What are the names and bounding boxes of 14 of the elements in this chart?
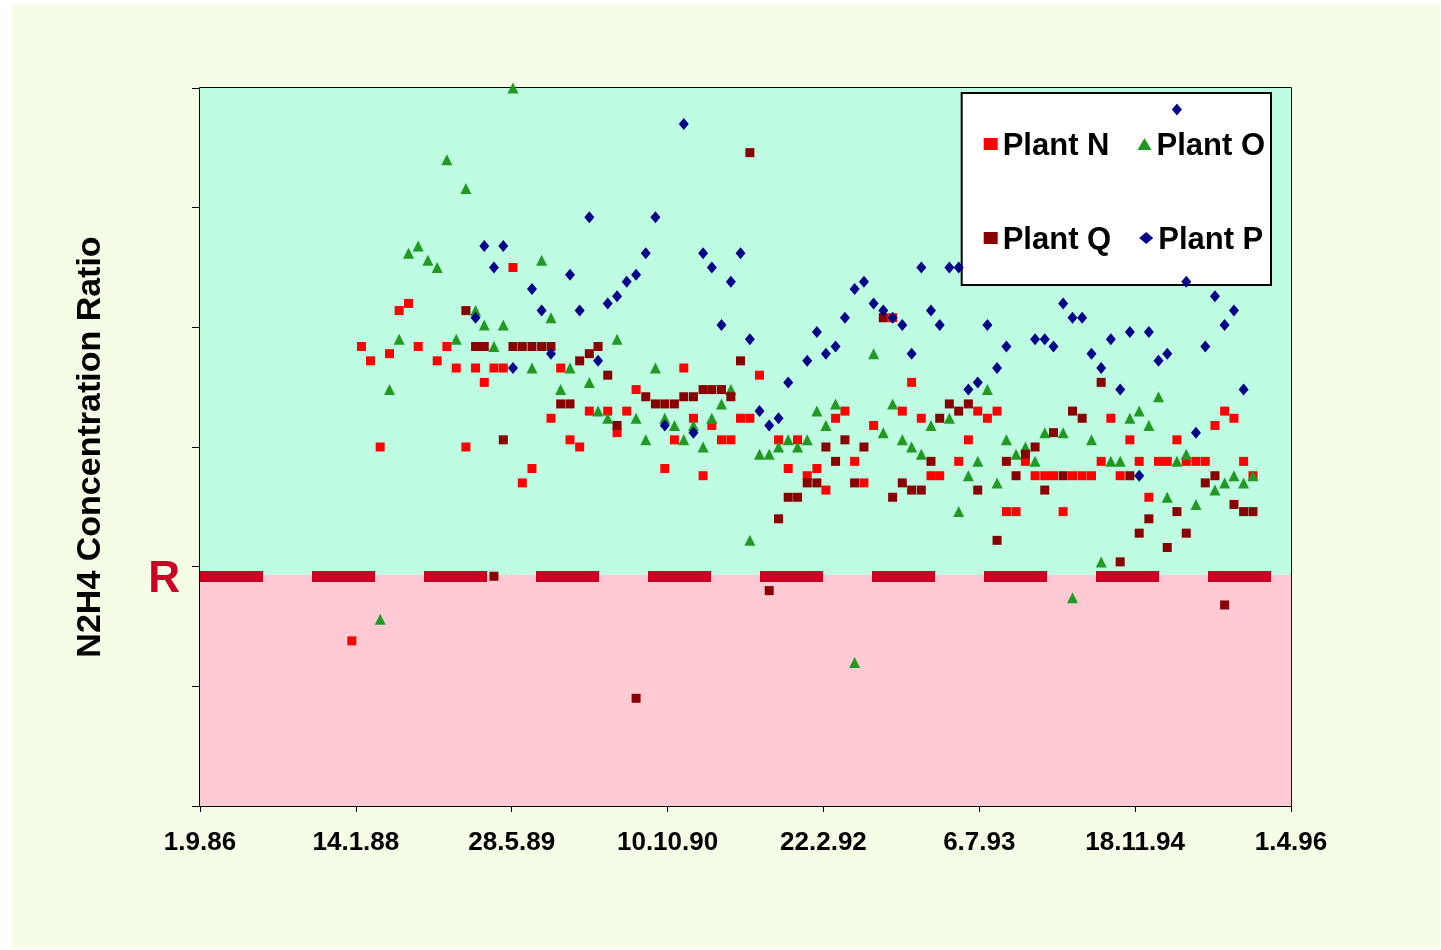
x-tick-label: 10.10.90 (616, 826, 719, 856)
x-tick-label: 14.1.88 (312, 826, 400, 856)
legend-label: Plant N (1002, 126, 1110, 162)
x-tick-label: 18.11.94 (1085, 826, 1186, 856)
legend-label: Plant O (1156, 126, 1265, 162)
x-tick-label: 22.2.92 (780, 826, 867, 856)
legend-label: Plant P (1158, 220, 1264, 256)
ref-line-label: R (148, 551, 180, 601)
x-tick-label: 28.5.89 (468, 826, 556, 856)
x-tick-label: 6.7.93 (943, 826, 1016, 856)
y-axis-title: N2H4 Concentration Ratio (69, 236, 107, 658)
x-tick-label: 1.9.86 (163, 826, 237, 856)
x-tick-label: 1.4.96 (1254, 826, 1328, 856)
legend-label: Plant Q (1002, 220, 1112, 256)
